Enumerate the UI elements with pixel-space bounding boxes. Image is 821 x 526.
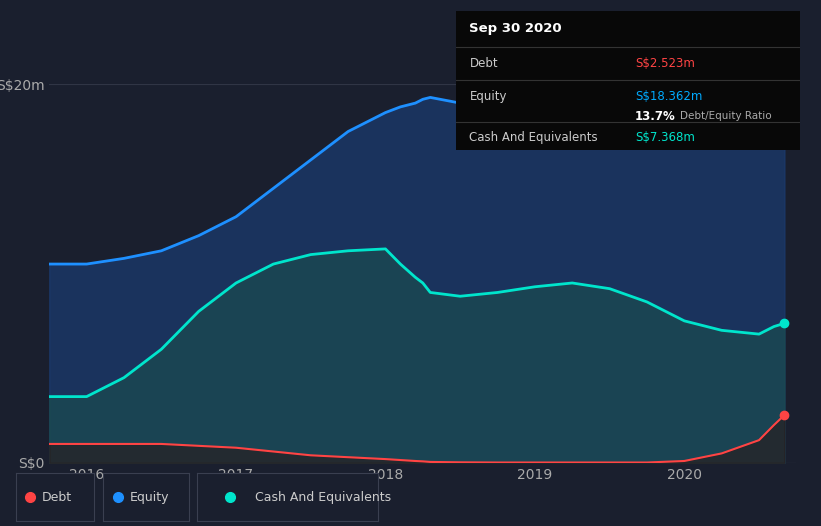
Text: 13.7%: 13.7% xyxy=(635,110,676,123)
Text: S$2.523m: S$2.523m xyxy=(635,57,695,70)
Text: Debt: Debt xyxy=(41,491,71,503)
Text: Cash And Equivalents: Cash And Equivalents xyxy=(255,491,391,503)
Text: Sep 30 2020: Sep 30 2020 xyxy=(470,22,562,35)
Text: S$18.362m: S$18.362m xyxy=(635,90,702,104)
Text: Equity: Equity xyxy=(470,90,507,104)
Text: Debt: Debt xyxy=(470,57,498,70)
Text: Cash And Equivalents: Cash And Equivalents xyxy=(470,131,598,144)
Text: S$7.368m: S$7.368m xyxy=(635,131,695,144)
Text: Debt/Equity Ratio: Debt/Equity Ratio xyxy=(680,112,772,122)
Text: Equity: Equity xyxy=(131,491,170,503)
